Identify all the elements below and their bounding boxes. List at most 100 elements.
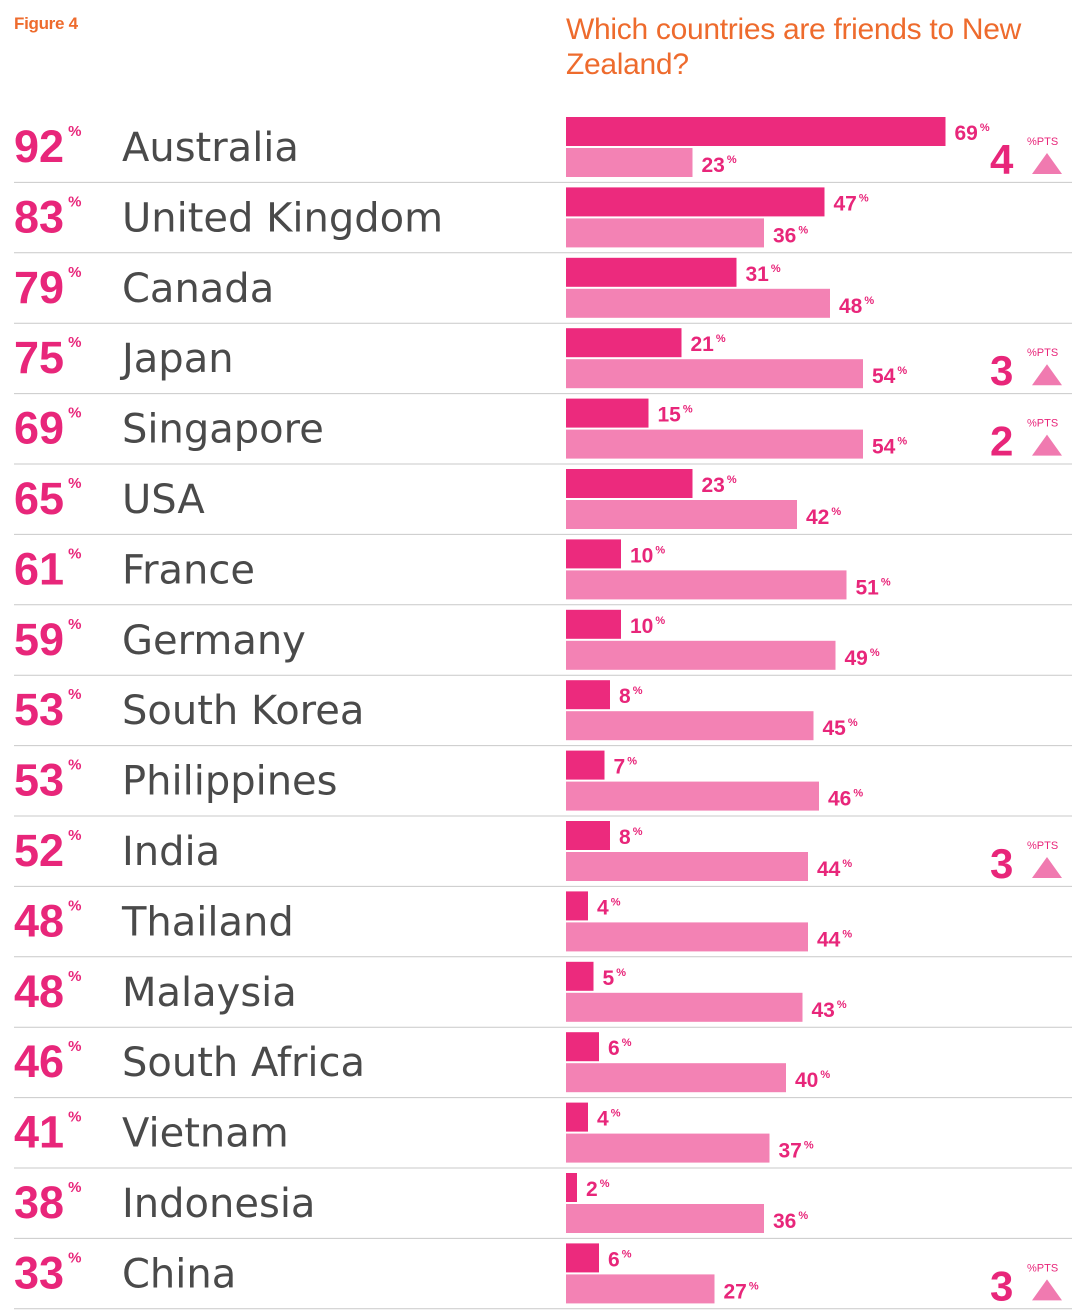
bar-light-usa — [566, 500, 797, 529]
bar-dark-japan — [566, 328, 682, 358]
value-label-dark-japan: 21% — [691, 333, 726, 356]
bar-light-france — [566, 570, 847, 600]
bar-dark-usa — [566, 469, 693, 498]
total-australia: 92% — [14, 121, 81, 172]
bar-light-australia — [566, 148, 693, 177]
total-philippines: 53% — [14, 755, 81, 806]
country-label-vietnam: Vietnam — [122, 1111, 289, 1157]
value-label-light-usa: 42% — [806, 506, 841, 529]
bar-dark-philippines — [566, 750, 605, 780]
value-label-light-canada: 48% — [839, 295, 874, 318]
total-united-kingdom: 83% — [14, 191, 81, 242]
bar-light-malaysia — [566, 992, 803, 1022]
value-label-dark-france: 10% — [630, 544, 665, 567]
change-value-india: 3 — [990, 840, 1013, 887]
bar-light-canada — [566, 288, 830, 318]
bar-light-indonesia — [566, 1204, 764, 1233]
value-label-dark-china: 6% — [608, 1248, 632, 1271]
value-label-light-france: 51% — [856, 576, 891, 599]
country-label-south-africa: South Africa — [122, 1040, 365, 1086]
change-value-china: 3 — [990, 1262, 1013, 1309]
value-label-dark-thailand: 4% — [597, 896, 621, 919]
bar-light-china — [566, 1274, 715, 1304]
country-label-singapore: Singapore — [122, 407, 324, 453]
total-thailand: 48% — [14, 895, 81, 946]
value-label-light-philippines: 46% — [828, 788, 863, 811]
value-label-light-germany: 49% — [845, 647, 880, 670]
country-label-canada: Canada — [122, 266, 274, 312]
value-label-dark-singapore: 15% — [658, 404, 693, 427]
bar-dark-singapore — [566, 398, 649, 428]
country-label-india: India — [122, 829, 220, 875]
value-label-light-india: 44% — [817, 858, 852, 881]
bar-dark-india — [566, 821, 610, 850]
bar-light-india — [566, 852, 808, 881]
value-label-dark-india: 8% — [619, 826, 643, 849]
value-label-dark-south-africa: 6% — [608, 1037, 632, 1060]
change-value-australia: 4 — [990, 136, 1014, 183]
bar-dark-canada — [566, 257, 737, 287]
total-malaysia: 48% — [14, 966, 81, 1017]
country-label-philippines: Philippines — [122, 759, 338, 805]
total-vietnam: 41% — [14, 1107, 81, 1158]
value-label-light-malaysia: 43% — [812, 999, 847, 1022]
country-label-indonesia: Indonesia — [122, 1181, 315, 1227]
country-label-thailand: Thailand — [121, 899, 294, 945]
bar-light-south-korea — [566, 711, 814, 741]
bar-light-japan — [566, 359, 863, 389]
bar-light-germany — [566, 640, 836, 670]
total-usa: 65% — [14, 473, 81, 524]
value-label-light-thailand: 44% — [817, 928, 852, 951]
change-unit-singapore: %PTS — [1027, 418, 1058, 430]
figure-label: Figure 4 — [14, 14, 78, 33]
bar-light-thailand — [566, 922, 808, 952]
bar-dark-australia — [566, 117, 946, 146]
change-unit-china: %PTS — [1027, 1262, 1058, 1274]
country-label-malaysia: Malaysia — [122, 970, 297, 1016]
value-label-dark-vietnam: 4% — [597, 1108, 621, 1131]
value-label-dark-south-korea: 8% — [619, 685, 643, 708]
value-label-light-china: 27% — [724, 1280, 759, 1303]
country-label-united-kingdom: United Kingdom — [122, 195, 443, 241]
bar-dark-thailand — [566, 891, 588, 921]
bar-light-united-kingdom — [566, 218, 764, 248]
total-japan: 75% — [14, 332, 81, 383]
value-label-dark-germany: 10% — [630, 615, 665, 638]
change-value-singapore: 2 — [990, 418, 1013, 465]
change-value-japan: 3 — [990, 347, 1013, 394]
country-label-france: France — [122, 547, 255, 593]
bar-dark-germany — [566, 609, 621, 639]
bar-light-south-africa — [566, 1063, 786, 1093]
total-france: 61% — [14, 543, 81, 594]
total-singapore: 69% — [14, 403, 81, 454]
total-indonesia: 38% — [14, 1177, 81, 1228]
up-triangle-icon — [1032, 434, 1062, 456]
bar-dark-united-kingdom — [566, 187, 825, 217]
value-label-light-united-kingdom: 36% — [773, 224, 808, 247]
country-label-usa: USA — [122, 477, 205, 523]
total-germany: 59% — [14, 614, 81, 665]
total-south-africa: 46% — [14, 1036, 81, 1087]
up-triangle-icon — [1032, 153, 1062, 174]
total-china: 33% — [14, 1247, 81, 1298]
bar-dark-malaysia — [566, 961, 594, 991]
bar-dark-vietnam — [566, 1102, 588, 1132]
bar-light-vietnam — [566, 1133, 770, 1163]
value-label-dark-canada: 31% — [746, 263, 781, 286]
value-label-light-indonesia: 36% — [773, 1210, 808, 1233]
bar-dark-south-africa — [566, 1032, 599, 1062]
value-label-dark-united-kingdom: 47% — [834, 192, 869, 215]
value-label-dark-australia: 69% — [955, 122, 990, 145]
value-label-light-australia: 23% — [702, 154, 737, 177]
value-label-dark-malaysia: 5% — [603, 967, 627, 990]
country-label-germany: Germany — [122, 618, 306, 664]
chart-title: Which countries are friends to New Zeala… — [566, 13, 1021, 81]
total-canada: 79% — [14, 262, 81, 313]
bar-light-philippines — [566, 781, 819, 811]
bar-light-singapore — [566, 429, 863, 459]
bar-dark-indonesia — [566, 1173, 577, 1202]
value-label-dark-philippines: 7% — [614, 756, 638, 779]
up-triangle-icon — [1032, 364, 1062, 386]
change-unit-australia: %PTS — [1027, 136, 1058, 148]
